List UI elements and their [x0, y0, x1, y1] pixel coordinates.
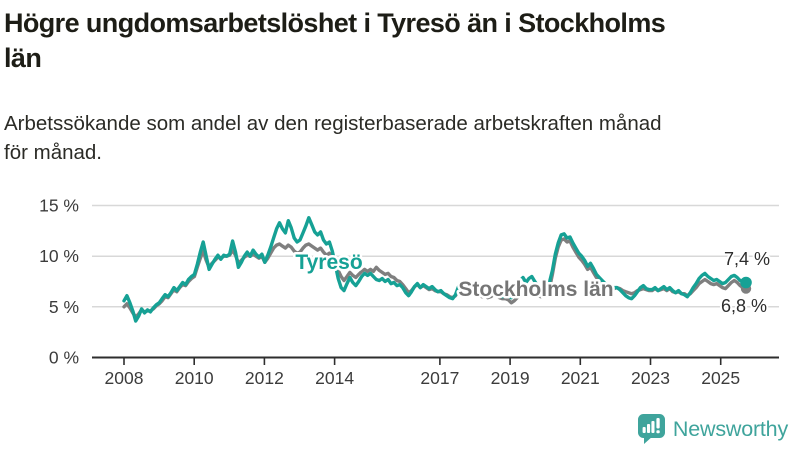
x-tick-label: 2008	[105, 368, 144, 388]
newsworthy-logo-icon	[637, 414, 665, 444]
x-tick-label: 2019	[491, 368, 530, 388]
y-tick-label: 0 %	[49, 348, 79, 368]
y-tick-label: 15 %	[39, 196, 79, 216]
line-chart: 0 % 5 % 10 % 15 % 2008 2010 2012 2014 20…	[0, 177, 800, 407]
end-value-tyreso: 7,4 %	[724, 249, 770, 269]
y-tick-label: 10 %	[39, 246, 79, 266]
chart-subtitle: Arbetssökande som andel av den registerb…	[4, 112, 662, 165]
x-tick-label: 2012	[245, 368, 284, 388]
tyreso-end-dot	[740, 276, 752, 289]
newsworthy-branding: Newsworthy	[637, 414, 788, 444]
series-label-tyreso: Tyresö	[295, 251, 362, 274]
series-label-stockholm: Stockholms län	[458, 278, 613, 301]
x-tick-label: 2014	[315, 368, 354, 388]
newsworthy-wordmark: Newsworthy	[672, 416, 788, 441]
end-value-stockholm: 6,8 %	[721, 296, 767, 316]
y-tick-label: 5 %	[49, 297, 79, 317]
x-tick-label: 2025	[701, 368, 740, 388]
chart-canvas: 0 % 5 % 10 % 15 % 2008 2010 2012 2014 20…	[39, 196, 779, 388]
x-tick-label: 2010	[175, 368, 214, 388]
x-tick-label: 2021	[561, 368, 600, 388]
x-tick-label: 2017	[420, 368, 459, 388]
stockholm-line	[122, 237, 748, 319]
tyreso-line	[122, 216, 748, 323]
x-tick-label: 2023	[631, 368, 670, 388]
chart-title: Högre ungdomsarbetslöshet i Tyresö än i …	[4, 8, 666, 73]
chart-header: Högre ungdomsarbetslöshet i Tyresö än i …	[0, 0, 800, 167]
